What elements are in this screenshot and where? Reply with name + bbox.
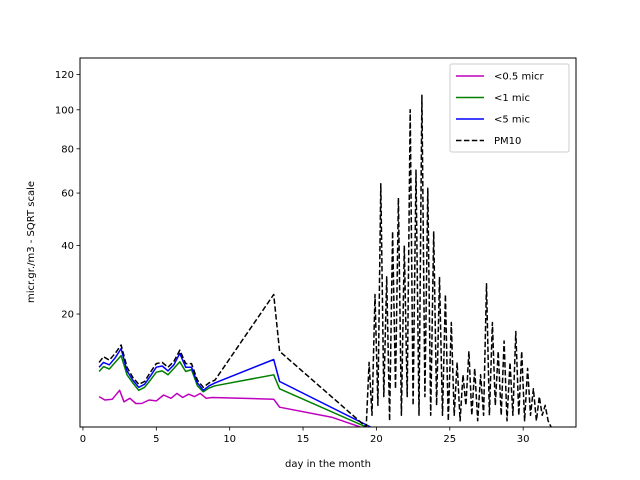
x-tick-label: 20	[370, 434, 383, 445]
x-tick-label: 10	[223, 434, 236, 445]
x-tick-label: 0	[80, 434, 86, 445]
y-tick-label: 120	[55, 70, 74, 81]
series-line-lt-0-5-micr	[98, 389, 361, 427]
legend-label-lt-0-5-micr: <0.5 micr	[494, 72, 544, 83]
legend-label-pm10: PM10	[494, 136, 521, 147]
y-tick-label: 60	[61, 189, 74, 200]
y-tick-label: 80	[61, 144, 74, 155]
x-axis-label: day in the month	[285, 459, 371, 470]
series-line-lt-1-mic	[98, 354, 367, 427]
y-axis: 20 40 60 80 100 120	[55, 70, 80, 321]
x-axis: 0 5 10 15 20 25 30	[80, 427, 530, 445]
y-axis-label: micr.gr./m3 - SQRT scale	[26, 181, 37, 303]
series-layer	[98, 94, 552, 427]
plot-frame	[79, 57, 577, 428]
series-line-pm10	[98, 94, 552, 427]
series-line-lt-5-mic	[98, 347, 371, 427]
x-tick-label: 15	[297, 434, 310, 445]
x-tick-label: 5	[153, 434, 159, 445]
y-tick-label: 20	[61, 310, 74, 321]
legend-label-lt-5-mic: <5 mic	[494, 115, 530, 126]
legend-label-lt-1-mic: <1 mic	[494, 93, 530, 104]
y-tick-label: 40	[61, 241, 74, 252]
x-tick-label: 25	[443, 434, 456, 445]
x-tick-label: 30	[517, 434, 530, 445]
legend-frame	[449, 63, 570, 153]
y-tick-label: 100	[55, 105, 74, 116]
legend: <0.5 micr <1 mic <5 mic PM10	[449, 63, 570, 153]
